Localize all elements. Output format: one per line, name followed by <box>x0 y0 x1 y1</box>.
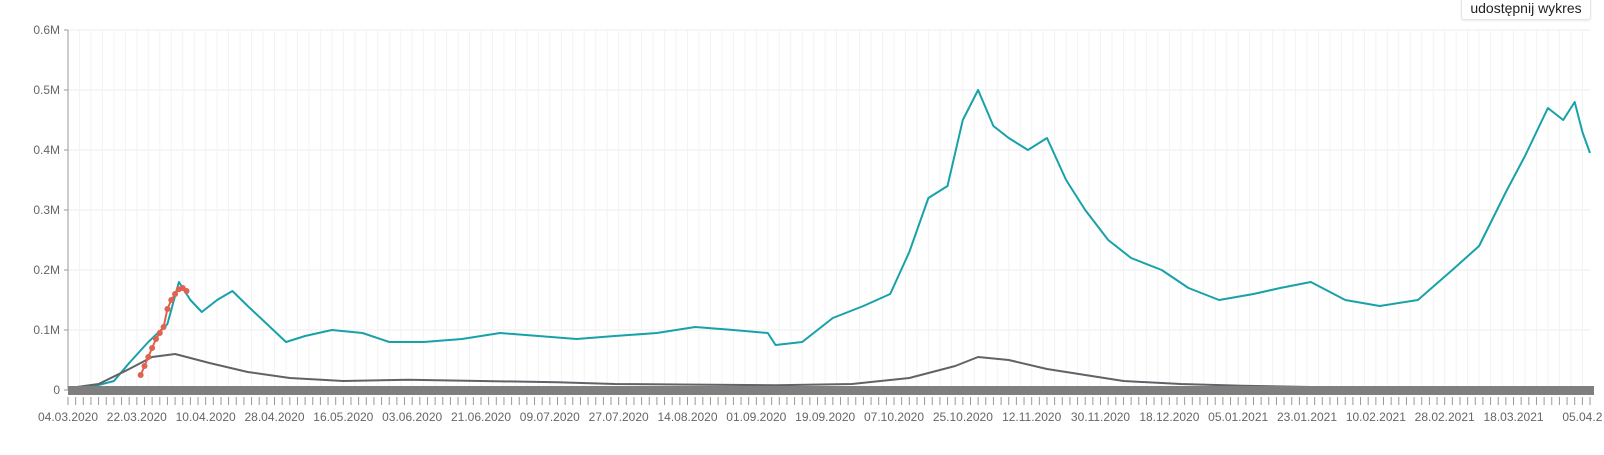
x-tick-label: 05.01.2021 <box>1208 410 1268 424</box>
data-point-red <box>168 297 175 303</box>
x-tick-label: 04.03.2020 <box>38 410 98 424</box>
series-line-red <box>139 287 188 376</box>
data-point-red <box>141 363 148 369</box>
x-tick-label: 18.03.2021 <box>1483 410 1543 424</box>
x-tick-label: 21.06.2020 <box>451 410 511 424</box>
x-tick-label: 23.01.2021 <box>1277 410 1337 424</box>
x-tick-label: 28.02.2021 <box>1415 410 1475 424</box>
chart-series <box>67 89 1591 390</box>
x-tick-label: 16.05.2020 <box>313 410 373 424</box>
x-tick-label: 19.09.2020 <box>795 410 855 424</box>
x-tick-label: 09.07.2020 <box>520 410 580 424</box>
data-point-red <box>164 306 171 312</box>
y-tick-label: 0 <box>53 383 60 397</box>
data-point-red <box>145 354 152 360</box>
x-tick-label: 28.04.2020 <box>244 410 304 424</box>
x-tick-label: 14.08.2020 <box>657 410 717 424</box>
series-line-teal <box>67 89 1591 390</box>
data-point-red <box>183 288 190 294</box>
y-tick-label: 0.3M <box>33 203 60 217</box>
y-tick-label: 0.6M <box>33 23 60 37</box>
x-tick-label: 07.10.2020 <box>864 410 924 424</box>
chart-grid <box>67 29 1590 391</box>
data-point-red <box>149 345 156 351</box>
series-line-gray <box>67 353 1330 390</box>
share-chart-button[interactable]: udostępnij wykres <box>1461 0 1591 20</box>
data-point-red <box>160 324 167 330</box>
data-point-red <box>156 330 163 336</box>
x-tick-label: 25.10.2020 <box>933 410 993 424</box>
y-axis: 0 0.1M 0.2M 0.3M 0.4M 0.5M 0.6M <box>33 23 69 397</box>
x-axis: 04.03.2020 22.03.2020 10.04.2020 28.04.2020… <box>38 397 1603 424</box>
data-point-red <box>137 372 144 378</box>
y-tick-label: 0.2M <box>33 263 60 277</box>
y-tick-label: 0.1M <box>33 323 60 337</box>
x-tick-label: 12.11.2020 <box>1002 410 1061 424</box>
scrollbar-track <box>68 386 1594 395</box>
timeline-scrollbar[interactable] <box>68 386 1594 395</box>
x-tick-label: 27.07.2020 <box>589 410 649 424</box>
data-point-red <box>152 336 159 342</box>
x-tick-label: 10.04.2020 <box>176 410 236 424</box>
data-point-red <box>172 291 179 297</box>
x-tick-label: 05.04.2 <box>1562 410 1602 424</box>
x-tick-label: 01.09.2020 <box>726 410 786 424</box>
x-tick-label: 30.11.2020 <box>1071 410 1130 424</box>
x-tick-label: 18.12.2020 <box>1139 410 1199 424</box>
y-tick-label: 0.5M <box>33 83 60 97</box>
x-tick-label: 10.02.2021 <box>1346 410 1406 424</box>
x-tick-label: 22.03.2020 <box>107 410 167 424</box>
x-tick-label: 03.06.2020 <box>382 410 442 424</box>
y-tick-label: 0.4M <box>33 143 60 157</box>
